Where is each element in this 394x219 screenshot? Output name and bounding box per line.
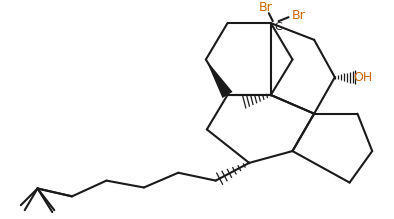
Text: OH: OH xyxy=(353,71,372,84)
Text: Br: Br xyxy=(259,1,273,14)
Polygon shape xyxy=(206,60,232,98)
Text: C: C xyxy=(275,22,282,32)
Text: Br: Br xyxy=(292,9,305,22)
